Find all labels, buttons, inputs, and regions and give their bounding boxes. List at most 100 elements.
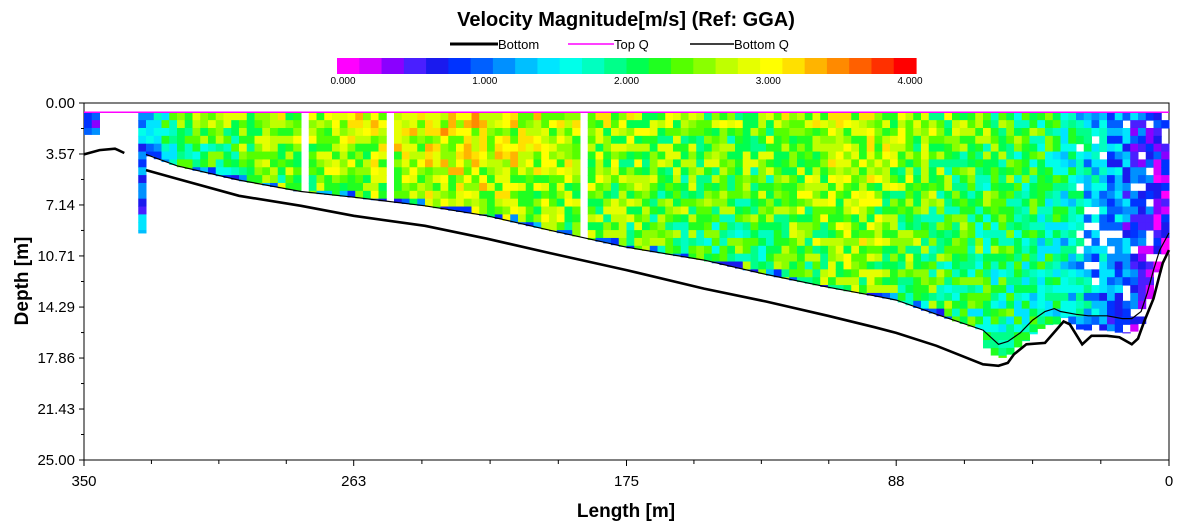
velocity-cell bbox=[944, 182, 953, 192]
velocity-cell bbox=[890, 214, 899, 223]
velocity-cell bbox=[789, 120, 798, 129]
velocity-cell bbox=[905, 127, 914, 137]
velocity-cell bbox=[541, 120, 550, 129]
velocity-cell bbox=[1138, 316, 1147, 324]
colorbar-swatch-14 bbox=[648, 58, 672, 74]
velocity-cell bbox=[642, 222, 651, 231]
velocity-cell bbox=[874, 245, 883, 255]
velocity-cell bbox=[913, 135, 922, 145]
velocity-cell bbox=[1037, 285, 1046, 294]
velocity-cell bbox=[742, 167, 751, 176]
velocity-cell bbox=[1037, 245, 1046, 255]
velocity-cell bbox=[1037, 182, 1046, 192]
velocity-cell bbox=[1006, 112, 1015, 121]
velocity-cell bbox=[758, 127, 767, 137]
velocity-cell bbox=[564, 167, 573, 176]
velocity-cell bbox=[223, 151, 232, 160]
velocity-cell bbox=[192, 127, 201, 137]
velocity-cell bbox=[1014, 285, 1023, 294]
velocity-cell bbox=[874, 237, 883, 247]
velocity-cell bbox=[564, 198, 573, 208]
velocity-cell bbox=[696, 175, 705, 184]
velocity-cell bbox=[634, 151, 643, 160]
velocity-cell bbox=[866, 245, 875, 255]
velocity-cell bbox=[479, 120, 488, 129]
velocity-cell bbox=[680, 120, 689, 129]
velocity-cell bbox=[370, 143, 379, 153]
velocity-cell bbox=[626, 159, 635, 168]
velocity-cell bbox=[882, 292, 891, 299]
velocity-cell bbox=[1021, 324, 1030, 333]
velocity-cell bbox=[1099, 277, 1108, 286]
velocity-cell bbox=[487, 135, 496, 145]
velocity-cell bbox=[138, 222, 147, 231]
velocity-cell bbox=[564, 120, 573, 129]
velocity-cell bbox=[1114, 222, 1123, 231]
velocity-cell bbox=[518, 143, 527, 153]
velocity-cell bbox=[324, 190, 333, 195]
velocity-cell bbox=[1114, 300, 1123, 310]
velocity-cell bbox=[882, 190, 891, 200]
velocity-cell bbox=[611, 167, 620, 176]
velocity-cell bbox=[696, 245, 705, 255]
velocity-cell bbox=[1130, 253, 1139, 263]
velocity-cell bbox=[603, 206, 612, 215]
velocity-cell bbox=[719, 112, 728, 121]
velocity-cell bbox=[533, 206, 542, 215]
velocity-cell bbox=[673, 135, 682, 145]
velocity-cell bbox=[1021, 182, 1030, 192]
velocity-cell bbox=[595, 214, 604, 223]
velocity-cell bbox=[1014, 206, 1023, 215]
velocity-cell bbox=[1153, 182, 1162, 192]
velocity-cell bbox=[339, 120, 348, 129]
velocity-cell bbox=[1114, 316, 1123, 325]
velocity-cell bbox=[595, 151, 604, 160]
velocity-cell bbox=[735, 112, 744, 121]
velocity-cell bbox=[138, 206, 147, 215]
velocity-cell bbox=[1107, 237, 1116, 247]
velocity-cell bbox=[1037, 237, 1046, 247]
velocity-cell bbox=[1068, 151, 1077, 160]
velocity-cell bbox=[897, 269, 906, 278]
velocity-cell bbox=[169, 120, 178, 129]
velocity-cell bbox=[409, 151, 418, 160]
velocity-cell bbox=[665, 175, 674, 184]
velocity-cell bbox=[1006, 253, 1015, 263]
velocity-cell bbox=[696, 237, 705, 247]
velocity-cell bbox=[138, 143, 147, 153]
velocity-cell bbox=[293, 143, 302, 153]
velocity-cell bbox=[704, 253, 713, 262]
velocity-cell bbox=[1130, 120, 1139, 129]
velocity-cell bbox=[828, 222, 837, 231]
velocity-cell bbox=[1107, 127, 1116, 137]
velocity-cell bbox=[959, 269, 968, 278]
velocity-cell bbox=[789, 143, 798, 153]
velocity-cell bbox=[1130, 143, 1139, 153]
velocity-cell bbox=[533, 167, 542, 176]
velocity-cell bbox=[874, 127, 883, 137]
velocity-cell bbox=[1006, 261, 1015, 270]
velocity-cell bbox=[177, 135, 186, 145]
velocity-cell bbox=[254, 159, 263, 168]
velocity-cell bbox=[456, 182, 465, 192]
velocity-cell bbox=[1021, 151, 1030, 160]
velocity-cell bbox=[208, 120, 217, 129]
velocity-cell bbox=[897, 127, 906, 137]
velocity-cell bbox=[936, 230, 945, 239]
velocity-cell bbox=[711, 190, 720, 200]
velocity-cell bbox=[882, 135, 891, 145]
velocity-cell bbox=[851, 245, 860, 255]
velocity-cell bbox=[742, 127, 751, 137]
velocity-cell bbox=[1153, 214, 1162, 223]
velocity-cell bbox=[727, 214, 736, 223]
velocity-cell bbox=[735, 182, 744, 192]
velocity-cell bbox=[789, 245, 798, 255]
velocity-cell bbox=[246, 151, 255, 160]
velocity-cell bbox=[518, 135, 527, 145]
velocity-cell bbox=[797, 198, 806, 208]
velocity-cell bbox=[1161, 175, 1170, 184]
velocity-cell bbox=[634, 245, 643, 250]
velocity-cell bbox=[828, 214, 837, 223]
velocity-cell bbox=[1060, 300, 1069, 310]
velocity-cell bbox=[812, 269, 821, 278]
